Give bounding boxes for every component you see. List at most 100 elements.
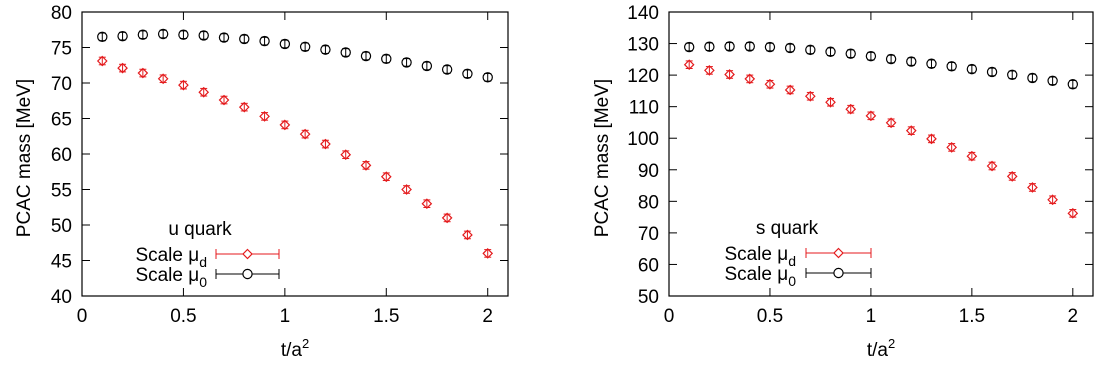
chart2-ytick-label: 140 [627,3,659,24]
chart1-point [137,29,149,40]
chart2-point [1047,75,1058,86]
chart1-legend-marker [242,268,253,280]
chart1-point [299,41,311,52]
chart1-series-mu-d [96,55,494,259]
chart1-point [117,62,128,74]
chart2-point [683,59,695,71]
chart1-ylabel: PCAC mass [MeV] [14,79,35,237]
chart2-point [966,150,978,162]
chart2-ytick-label: 90 [638,161,659,182]
chart2-point [845,48,856,59]
chart1-point [279,38,291,50]
chart1-point [137,67,149,79]
chart1-point [259,35,270,47]
chart2-point [1067,207,1079,219]
chart2-legend-marker [833,247,844,259]
chart2-point [704,65,715,76]
chart1-point [259,111,270,122]
chart2-legend-marker [833,267,844,279]
chart1-point [441,212,453,224]
chart2-legend-label: Scale μd [724,244,796,269]
chart1-point [279,119,291,131]
chart1-legend-label: Scale μd [135,245,207,270]
chart2-point [986,160,998,172]
chart2-point [764,41,776,53]
chart2-xlabel: t/a2 [867,336,895,361]
chart2-point [906,56,917,67]
chart2-xtick-label: 1 [866,306,877,327]
chart2-point [845,103,857,115]
chart2-ytick-label: 110 [629,98,659,119]
chart2-xtick-label: 2 [1068,306,1079,327]
chart1-ytick-label: 40 [51,287,72,308]
chart2-point [1007,69,1018,80]
chart2-xtick-label: 1.5 [959,306,985,327]
chart2-ytick-label: 50 [638,287,659,308]
chart2-xtick-label: 0 [664,306,675,327]
chart1-ytick-label: 55 [51,181,72,202]
chart1-point [238,101,250,113]
chart2-point [784,42,796,54]
chart1-point [340,47,351,58]
chart2-ylabel: PCAC mass [MeV] [592,79,613,237]
chart2-ytick-label: 70 [638,224,659,245]
chart1-xtick-label: 1.5 [373,306,399,327]
chart1-point [198,30,209,41]
chart1-ytick-label: 50 [51,216,72,237]
chart1-point [178,79,189,91]
chart2-point [1027,72,1038,84]
chart1-ytick-label: 45 [51,252,72,273]
chart2-point [885,53,897,65]
chart2-point [926,133,937,145]
chart2-point [704,41,715,52]
chart2-point [744,73,756,85]
chart2-point [744,41,755,52]
chart2-point [764,78,776,90]
chart2-point [805,44,816,56]
chart1-point [157,28,169,40]
chart2-point [825,96,836,108]
chart1-point [340,149,352,161]
chart2-point [946,142,958,153]
chart2-point [804,90,816,102]
chart1-xtick-label: 0 [77,306,88,327]
chart1-point [401,184,412,195]
chart1-legend-label: Scale μ0 [135,265,207,290]
chart2-point [784,84,796,96]
chart1-point [360,50,372,62]
chart2-point [683,41,695,53]
chart2-point [946,61,957,72]
chart2-legend-label: Scale μ0 [724,264,796,289]
chart1-ytick-label: 75 [51,39,72,60]
chart2-point [865,110,877,122]
chart1-point [198,86,210,98]
chart2-ytick-label: 80 [638,192,659,213]
chart2-point [1027,182,1038,193]
chart1-point [97,31,108,43]
chart1-xtick-label: 2 [482,306,493,327]
chart1-point [96,55,108,67]
chart1-point [239,33,250,45]
chart1-ytick-label: 80 [51,3,72,24]
chart1-series-mu-0 [97,28,493,83]
chart1-point [462,68,473,79]
chart1-point [320,44,331,55]
chart2-point [966,63,978,75]
chart1-point [380,171,392,183]
chart2-series-mu-0 [683,41,1079,90]
chart2-point [1006,171,1018,182]
chart1-xtick-label: 1 [280,306,291,327]
chart2-point [1047,194,1058,206]
chart2-point [986,66,998,78]
chart1-point [421,198,433,210]
chart1-point [462,229,473,241]
chart2-plot-frame [668,11,1094,297]
chart2-point [926,58,937,69]
chart1-point [218,32,230,43]
chart2-point [724,41,735,52]
chart2-ytick-label: 100 [627,129,659,150]
chart2-ytick-label: 130 [627,35,659,56]
chart1-point [157,73,169,85]
